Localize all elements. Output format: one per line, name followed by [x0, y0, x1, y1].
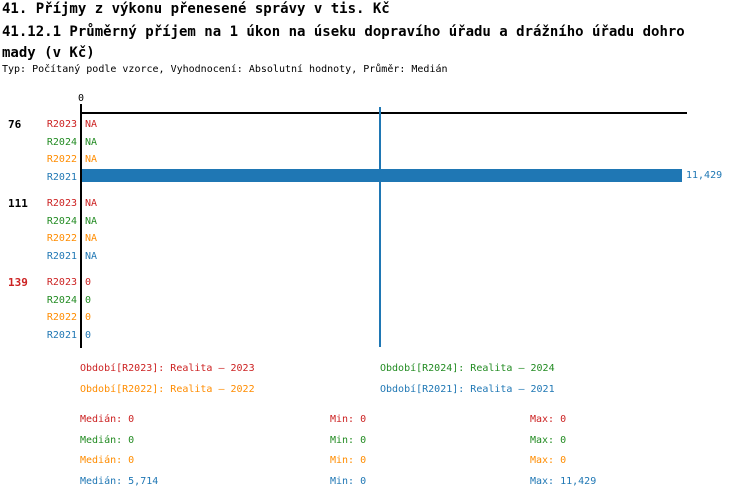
legend-period-label: Období[R2024]: Realita – 2024	[380, 363, 555, 374]
x-axis-zero-tick-label: 0	[77, 93, 85, 104]
x-axis-line	[80, 112, 687, 114]
value-label: NA	[85, 154, 98, 165]
group-label: 76	[8, 118, 22, 131]
series-label: R2022	[46, 312, 77, 323]
value-label: 0	[85, 330, 92, 341]
stat-min-label: Min: 0	[330, 435, 367, 446]
series-label: R2021	[46, 330, 77, 341]
stat-max-label: Max: 0	[530, 435, 567, 446]
value-label: NA	[85, 251, 98, 262]
stat-min-label: Min: 0	[330, 414, 367, 425]
stat-median-label: Medián: 0	[80, 455, 135, 466]
y-axis-line	[80, 104, 82, 348]
stat-median-label: Medián: 5,714	[80, 476, 159, 487]
value-label: NA	[85, 198, 98, 209]
bar-value-label: 11,429	[686, 170, 723, 181]
value-label: NA	[85, 216, 98, 227]
median-gridline	[379, 107, 381, 347]
indicator-title-line1: 41.12.1 Průměrný příjem na 1 úkon na úse…	[2, 24, 685, 40]
series-label: R2023	[46, 277, 77, 288]
indicator-meta-line: Typ: Počítaný podle vzorce, Vyhodnocení:…	[2, 64, 448, 75]
series-label: R2024	[46, 137, 77, 148]
stat-min-label: Min: 0	[330, 476, 367, 487]
stat-median-label: Medián: 0	[80, 414, 135, 425]
series-label: R2023	[46, 119, 77, 130]
stat-min-label: Min: 0	[330, 455, 367, 466]
indicator-title-line2: mady (v Kč)	[2, 45, 95, 61]
value-label: NA	[85, 233, 98, 244]
stat-max-label: Max: 0	[530, 414, 567, 425]
group-label: 111	[8, 197, 28, 210]
value-label: NA	[85, 119, 98, 130]
value-label: 0	[85, 295, 92, 306]
series-label: R2024	[46, 295, 77, 306]
series-label: R2022	[46, 233, 77, 244]
series-label: R2022	[46, 154, 77, 165]
value-bar	[82, 169, 682, 182]
legend-period-label: Období[R2021]: Realita – 2021	[380, 384, 555, 395]
series-label: R2024	[46, 216, 77, 227]
series-label: R2021	[46, 251, 77, 262]
stat-max-label: Max: 0	[530, 455, 567, 466]
report-title-line1: 41. Příjmy z výkonu přenesené správy v t…	[2, 1, 390, 17]
legend-period-label: Období[R2023]: Realita – 2023	[80, 363, 255, 374]
value-label: 0	[85, 312, 92, 323]
group-label: 139	[8, 276, 28, 289]
series-label: R2021	[46, 172, 77, 183]
stat-max-label: Max: 11,429	[530, 476, 597, 487]
value-label: NA	[85, 137, 98, 148]
value-label: 0	[85, 277, 92, 288]
stat-median-label: Medián: 0	[80, 435, 135, 446]
series-label: R2023	[46, 198, 77, 209]
legend-period-label: Období[R2022]: Realita – 2022	[80, 384, 255, 395]
